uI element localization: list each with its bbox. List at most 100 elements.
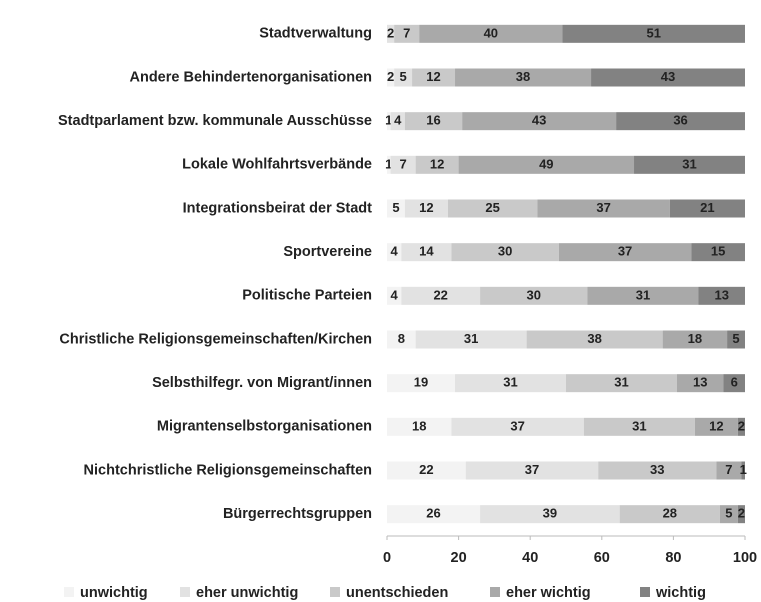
bar-segment: [480, 505, 620, 524]
value-label: 2: [387, 25, 394, 40]
value-label: 18: [412, 418, 426, 433]
bar-segment: [698, 286, 745, 305]
value-label: 31: [464, 331, 478, 346]
value-label: 16: [426, 113, 440, 128]
x-tick-label: 80: [665, 550, 681, 566]
category-label: Nichtchristliche Religionsgemeinschaften: [84, 462, 372, 478]
bar-segment: [662, 330, 728, 349]
bar-segment: [387, 417, 452, 436]
bar-segment: [387, 374, 456, 393]
bar-segment: [537, 199, 670, 218]
value-label: 28: [663, 506, 677, 521]
value-label: 31: [503, 375, 517, 390]
bar-segment: [415, 155, 459, 174]
value-label: 1: [740, 462, 747, 477]
bar-segment: [562, 24, 745, 43]
bar-segment: [404, 199, 448, 218]
value-label: 12: [419, 200, 433, 215]
value-label: 31: [632, 418, 646, 433]
value-label: 49: [539, 156, 553, 171]
x-tick-label: 20: [451, 550, 467, 566]
category-label: Bürgerrechtsgruppen: [223, 506, 372, 522]
category-label: Migrantenselbstorganisationen: [157, 419, 372, 435]
value-label: 22: [433, 287, 447, 302]
value-label: 6: [731, 375, 738, 390]
value-label: 8: [398, 331, 405, 346]
value-label: 26: [426, 506, 440, 521]
value-label: 43: [532, 113, 546, 128]
value-label: 12: [430, 156, 444, 171]
legend-swatch: [490, 587, 500, 597]
value-label: 25: [485, 200, 499, 215]
bar-segment: [387, 461, 466, 480]
x-tick-label: 0: [383, 550, 391, 566]
value-label: 12: [426, 69, 440, 84]
category-label: Stadtverwaltung: [259, 26, 372, 42]
bar-segment: [480, 286, 588, 305]
category-label: Stadtparlament bzw. kommunale Ausschüsse: [58, 113, 372, 129]
bar-segment: [387, 24, 395, 43]
bar-segment: [458, 155, 635, 174]
bar-segment: [619, 505, 720, 524]
bar-segment: [566, 374, 677, 393]
bar-segment: [447, 199, 538, 218]
category-label: Politische Parteien: [242, 288, 372, 304]
value-label: 38: [516, 69, 530, 84]
category-label: Sportvereine: [283, 244, 372, 260]
bar-segment: [716, 461, 742, 480]
legend-label: eher unwichtig: [196, 585, 298, 601]
value-label: 5: [399, 69, 406, 84]
value-label: 14: [419, 244, 434, 259]
bar-segment: [387, 505, 481, 524]
bar-segment: [401, 243, 452, 262]
bar-segment: [401, 286, 481, 305]
bar-segment: [387, 199, 405, 218]
value-label: 37: [596, 200, 610, 215]
bar-segment: [455, 68, 592, 87]
category-label: Lokale Wohlfahrtsverbände: [182, 157, 372, 173]
value-label: 7: [725, 462, 732, 477]
bar-segment: [412, 68, 456, 87]
bar-segment: [387, 112, 391, 131]
bar-segment: [451, 243, 559, 262]
value-label: 4: [391, 287, 399, 302]
value-label: 5: [725, 506, 732, 521]
value-label: 31: [682, 156, 696, 171]
bar-segment: [387, 286, 402, 305]
bar-segment: [451, 417, 584, 436]
bar-segment: [723, 374, 745, 393]
bar-segment: [462, 112, 617, 131]
bar-segment: [719, 505, 738, 524]
bar-segment: [694, 417, 738, 436]
bar-segment: [616, 112, 745, 131]
legend-label: unentschieden: [346, 585, 448, 601]
value-label: 51: [646, 25, 660, 40]
value-label: 2: [738, 506, 745, 521]
x-tick-label: 40: [522, 550, 538, 566]
value-label: 2: [387, 69, 394, 84]
x-tick-label: 100: [733, 550, 757, 566]
value-label: 7: [399, 156, 406, 171]
value-label: 31: [636, 287, 650, 302]
value-label: 33: [650, 462, 664, 477]
bar-segment: [598, 461, 717, 480]
legend-swatch: [64, 587, 74, 597]
bar-segment: [691, 243, 745, 262]
value-label: 43: [661, 69, 675, 84]
value-label: 13: [714, 287, 728, 302]
bar-segment: [390, 112, 405, 131]
value-label: 12: [709, 418, 723, 433]
value-label: 4: [394, 113, 402, 128]
value-label: 37: [618, 244, 632, 259]
bar-segment: [394, 68, 413, 87]
value-label: 38: [587, 331, 601, 346]
bar-segment: [404, 112, 463, 131]
bar-segment: [587, 286, 699, 305]
category-label: Selbsthilfegr. von Migrant/innen: [152, 375, 372, 391]
legend-label: unwichtig: [80, 585, 148, 601]
bar-segment: [676, 374, 724, 393]
bar-segment: [394, 24, 420, 43]
value-label: 37: [510, 418, 524, 433]
bar-segment: [558, 243, 692, 262]
x-tick-label: 60: [594, 550, 610, 566]
